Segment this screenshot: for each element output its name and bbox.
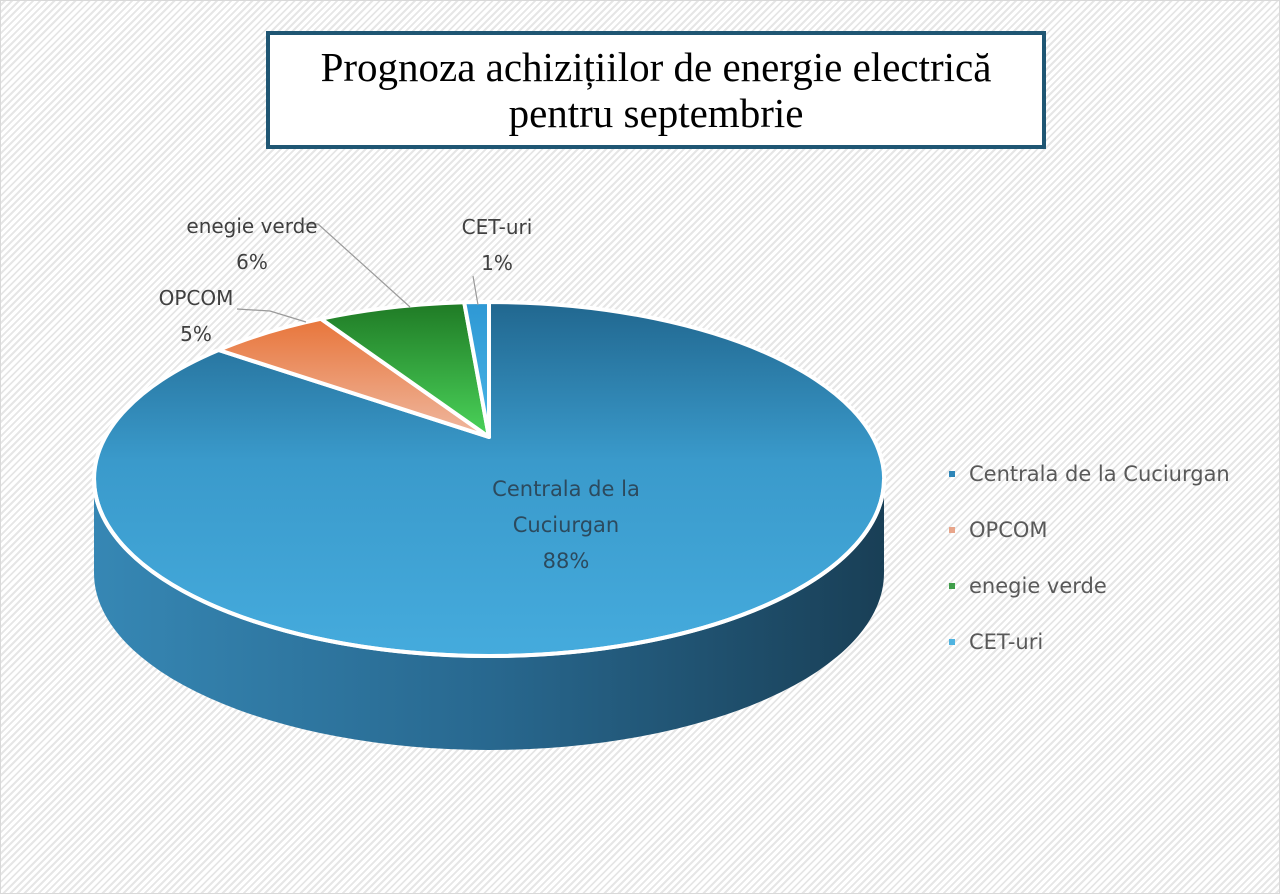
- data-label-name: enegie verde: [186, 214, 318, 238]
- data-label-name: CET-uri: [461, 215, 533, 239]
- legend-swatch-icon: [949, 471, 955, 477]
- data-label-name-2: Cuciurgan: [512, 513, 620, 537]
- data-label-value: 1%: [481, 251, 513, 275]
- chart-title-line-2: pentru septembrie: [508, 90, 804, 136]
- data-label-cet-uri: CET-uri 1%: [462, 209, 533, 281]
- legend-swatch-icon: [949, 639, 955, 645]
- leader-line-cet-uri: [472, 275, 479, 306]
- legend-swatch-icon: [949, 583, 955, 589]
- legend-item-opcom[interactable]: OPCOM: [945, 502, 1230, 558]
- chart-title-line-1: Prognoza achizițiilor de energie electri…: [320, 44, 992, 90]
- pie-side-wall: [94, 479, 884, 750]
- data-label-opcom: OPCOM 5%: [159, 280, 234, 352]
- chart-legend: Centrala de la Cuciurgan OPCOM enegie ve…: [945, 446, 1230, 670]
- pie-rim: [92, 478, 886, 658]
- legend-item-centrala-cuciurgan[interactable]: Centrala de la Cuciurgan: [945, 446, 1230, 502]
- data-label-name: OPCOM: [158, 286, 234, 310]
- legend-swatch-icon: [949, 527, 955, 533]
- legend-label: CET-uri: [969, 630, 1044, 654]
- pie-slice-cet-uri[interactable]: [462, 299, 491, 439]
- legend-label: Centrala de la Cuciurgan: [969, 462, 1230, 486]
- legend-label: enegie verde: [969, 574, 1107, 598]
- pie-slice-enegie-verde[interactable]: [318, 300, 491, 439]
- leader-line-opcom: [236, 308, 307, 323]
- legend-item-cet-uri[interactable]: CET-uri: [945, 614, 1230, 670]
- data-label-enegie-verde: enegie verde 6%: [186, 208, 317, 280]
- legend-item-enegie-verde[interactable]: enegie verde: [945, 558, 1230, 614]
- chart-title: Prognoza achizițiilor de energie electri…: [266, 31, 1046, 149]
- data-label-value: 88%: [542, 549, 590, 573]
- legend-label: OPCOM: [969, 518, 1048, 542]
- data-label-value: 6%: [236, 250, 268, 274]
- data-label-value: 5%: [180, 322, 212, 346]
- data-label-name: Centrala de la: [492, 477, 640, 501]
- data-label-centrala-cuciurgan: Centrala de la Cuciurgan 88%: [492, 471, 640, 579]
- pie-slices: [92, 299, 886, 658]
- leader-line-enegie-verde: [304, 223, 411, 308]
